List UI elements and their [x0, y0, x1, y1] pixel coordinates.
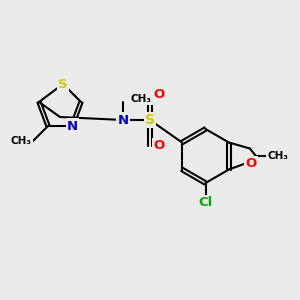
Text: O: O [153, 139, 165, 152]
Text: O: O [246, 157, 257, 170]
Text: N: N [117, 113, 129, 127]
Text: O: O [153, 88, 165, 101]
Text: CH₃: CH₃ [11, 136, 32, 146]
Text: S: S [145, 113, 155, 127]
Text: N: N [67, 119, 78, 133]
Text: Cl: Cl [198, 196, 213, 209]
Text: CH₃: CH₃ [130, 94, 152, 104]
Text: CH₃: CH₃ [267, 151, 288, 161]
Text: S: S [58, 77, 68, 91]
